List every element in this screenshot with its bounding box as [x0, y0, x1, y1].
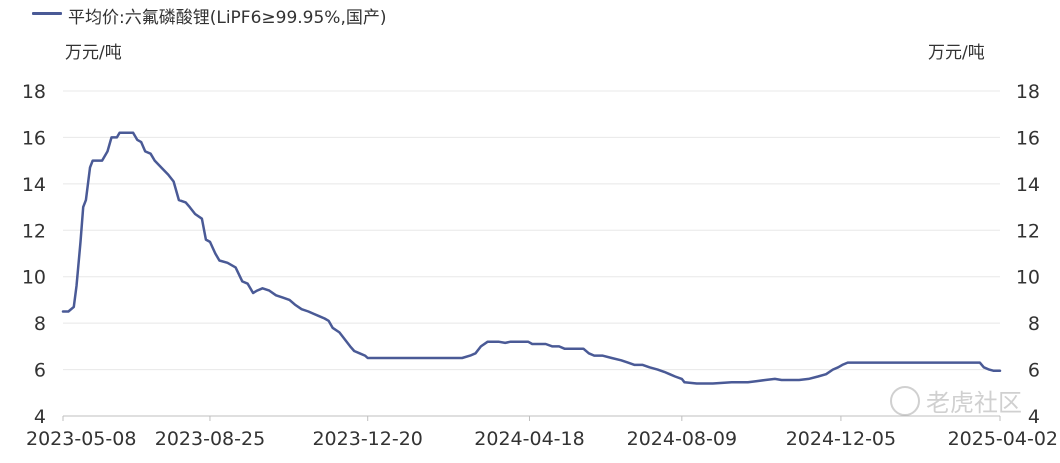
- legend-label: 平均价:六氟磷酸锂(LiPF6≥99.95%,国产): [68, 8, 387, 28]
- y-tick-label-left: 12: [22, 220, 46, 242]
- y-tick-label-right: 14: [1016, 174, 1040, 196]
- y-tick-label-right: 6: [1028, 360, 1040, 382]
- x-tick-label: 2023-05-08: [26, 428, 136, 450]
- y-tick-label-left: 10: [22, 267, 46, 289]
- y-tick-label-right: 12: [1016, 220, 1040, 242]
- y-tick-label-left: 4: [34, 406, 46, 428]
- x-tick-label: 2025-04-02: [948, 428, 1058, 450]
- y-tick-label-left: 16: [22, 127, 46, 149]
- watermark-text: 老虎社区: [926, 389, 1022, 417]
- y-axis-unit-left: 万元/吨: [65, 43, 122, 63]
- y-tick-label-right: 8: [1028, 313, 1040, 335]
- series-line: [61, 131, 1002, 385]
- y-tick-label-left: 18: [22, 81, 46, 103]
- x-tick-label: 2023-08-25: [155, 428, 265, 450]
- x-tick-label: 2024-08-09: [627, 428, 737, 450]
- y-tick-label-left: 14: [22, 174, 46, 196]
- y-tick-label-right: 18: [1016, 81, 1040, 103]
- legend-line-icon: [32, 12, 62, 15]
- y-axis-unit-right: 万元/吨: [928, 43, 985, 63]
- y-tick-label-right: 16: [1016, 127, 1040, 149]
- y-tick-label-right: 10: [1016, 267, 1040, 289]
- y-tick-label-right: 4: [1028, 406, 1040, 428]
- watermark: 老虎社区: [890, 383, 1022, 418]
- tiger-logo-icon: [890, 385, 920, 416]
- y-tick-label-left: 6: [34, 360, 46, 382]
- x-tick-label: 2024-04-18: [474, 428, 584, 450]
- y-tick-label-left: 8: [34, 313, 46, 335]
- x-tick-label: 2024-12-05: [786, 428, 896, 450]
- x-tick-label: 2023-12-20: [312, 428, 422, 450]
